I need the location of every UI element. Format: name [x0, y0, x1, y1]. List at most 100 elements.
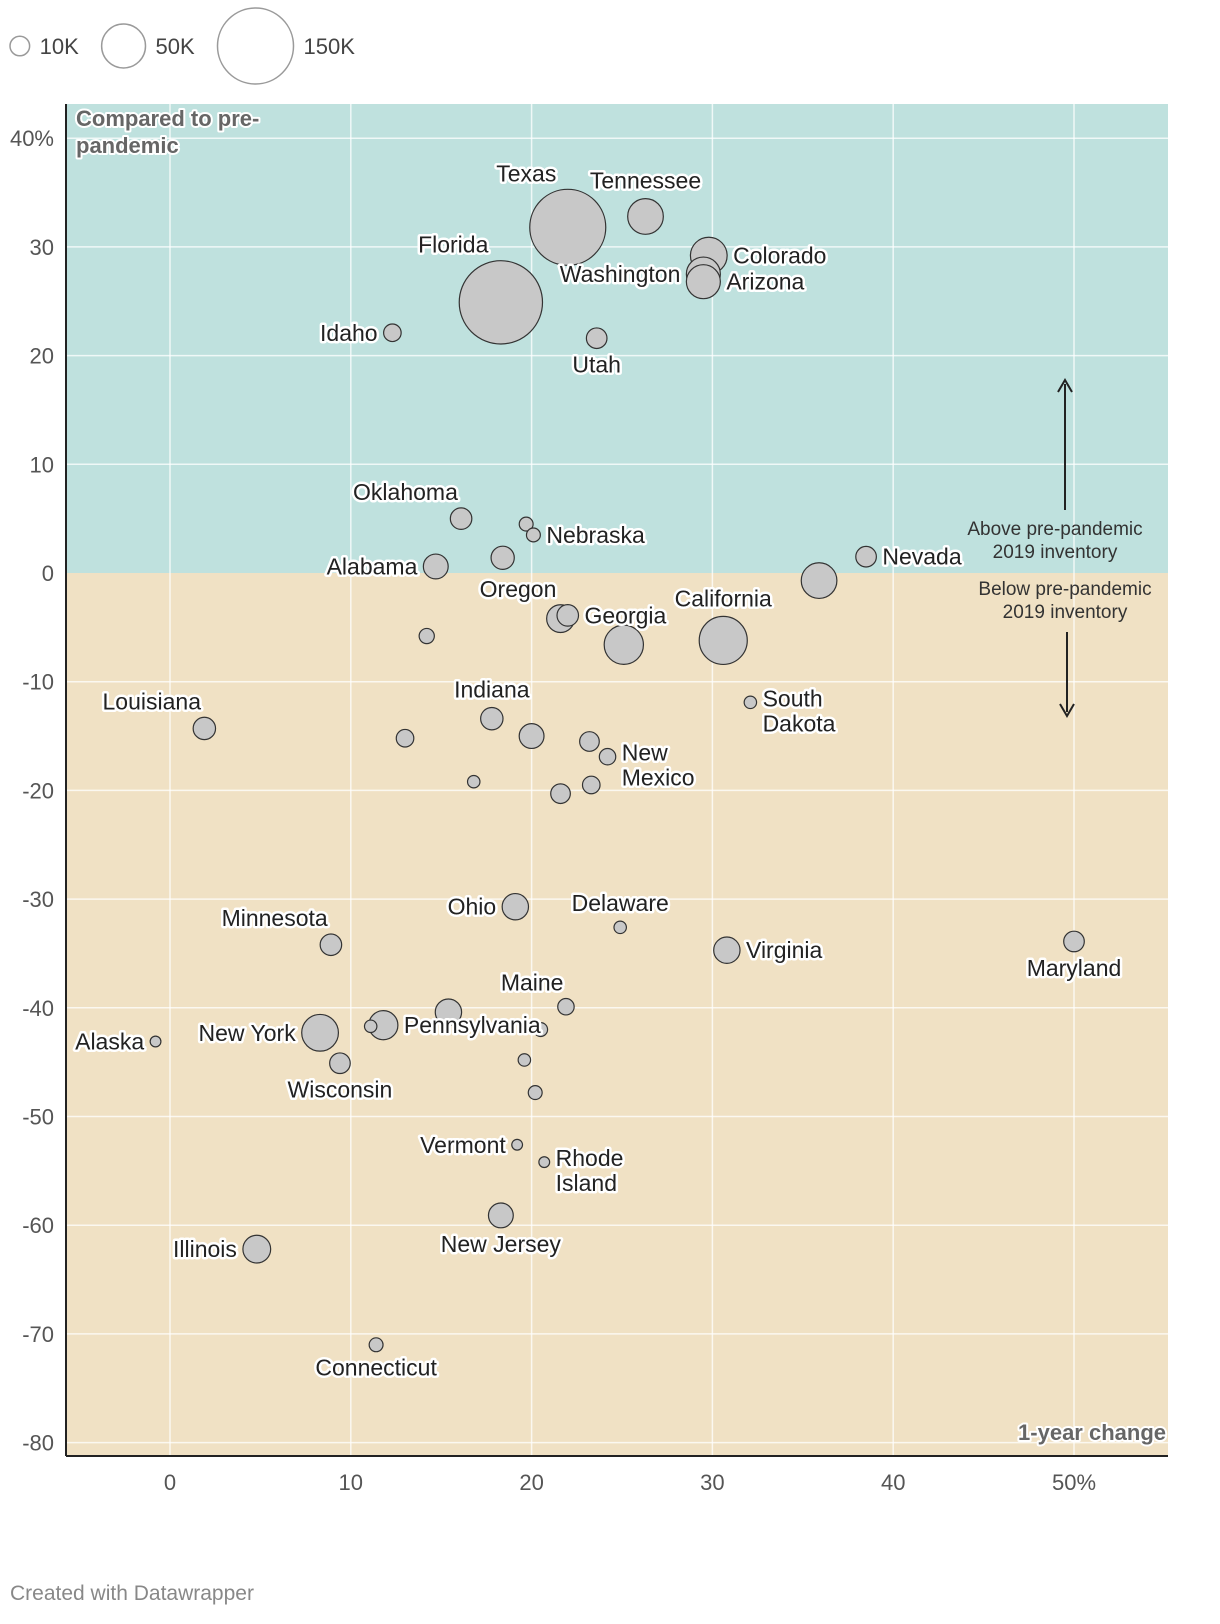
bubble	[685, 264, 721, 300]
y-tick-label: -50	[22, 1105, 54, 1130]
bubble	[557, 997, 575, 1016]
bubble	[550, 783, 571, 805]
bubble-label-line: Rhode	[556, 1145, 624, 1171]
bubble-label: Georgia	[585, 602, 667, 628]
y-tick-label: -70	[22, 1322, 54, 1347]
bubble-label: Texas	[496, 160, 556, 186]
bubble-labels: Texas Tennessee Florida Colorado Washington A…	[73, 158, 1124, 1383]
bubble-label: Alaska	[75, 1028, 144, 1054]
bubble-label: Colorado	[733, 243, 826, 269]
legend-circle	[100, 23, 147, 69]
bubble-label: Maine	[501, 970, 564, 996]
bubble-label: Nebraska	[546, 522, 645, 548]
y-axis-title-line: pandemic	[76, 133, 179, 158]
bubble-label: Utah	[572, 351, 621, 377]
bubble	[598, 747, 617, 766]
bubble-label: South Dakota	[763, 685, 836, 736]
bubble	[383, 323, 402, 343]
bubble	[422, 553, 449, 580]
below-annotation-line: 2019 inventory	[1003, 602, 1128, 623]
bubble-label: Vermont	[420, 1132, 506, 1158]
bubble-label: Virginia	[746, 937, 822, 963]
x-tick-label: 30	[700, 1470, 724, 1495]
bubble	[368, 1337, 384, 1353]
bubble	[511, 1138, 524, 1151]
bubble-label: California	[675, 585, 772, 611]
bubble-label: Indiana	[454, 676, 530, 702]
y-tick-label: 40%	[10, 126, 54, 151]
legend-circle	[9, 35, 31, 57]
y-axis-title: Compared to pre-pandemic	[76, 106, 259, 158]
bubble-label-line: Island	[556, 1170, 617, 1196]
bubble	[713, 936, 741, 964]
axes: 0 10 20 30 40 50% 40% 30 20 10 0 -10 -20 -30 -40 -50 -60…	[10, 104, 1168, 1495]
bubble-label: Nevada	[882, 544, 961, 570]
above-annotation: Above pre-pandemic 2019 inventory	[967, 519, 1142, 563]
bubble-label: Oklahoma	[353, 479, 458, 505]
bubble	[800, 562, 838, 600]
y-tick-label: 0	[42, 561, 54, 586]
below-zone	[66, 573, 1168, 1456]
bubble	[242, 1234, 272, 1264]
zone-backgrounds	[66, 104, 1168, 1456]
bubble-label: Ohio	[448, 894, 497, 920]
bubble	[192, 716, 217, 741]
bubble	[698, 615, 748, 666]
bubble	[1063, 930, 1085, 953]
bubble-label-line: Dakota	[763, 710, 836, 736]
bubble	[518, 516, 534, 532]
bubble-label: Tennessee	[590, 168, 701, 194]
bubble-label-line: Mexico	[622, 765, 695, 791]
below-annotation-line: Below pre-pandemic	[978, 579, 1151, 600]
bubble-label: Wisconsin	[288, 1077, 393, 1103]
bubble-label: Illinois	[173, 1236, 237, 1262]
legend-label: 50K	[156, 34, 195, 59]
bubble	[490, 545, 515, 570]
y-tick-label: 30	[30, 235, 54, 260]
bubble	[301, 1013, 340, 1052]
y-tick-label: -20	[22, 778, 54, 803]
bubble-label: Minnesota	[222, 905, 328, 931]
below-annotation: Below pre-pandemic 2019 inventory	[978, 579, 1151, 623]
above-annotation-line: Above pre-pandemic	[967, 519, 1142, 540]
bubble-label: Louisiana	[103, 688, 202, 714]
y-tick-label: -80	[22, 1431, 54, 1456]
bubble	[449, 507, 473, 530]
y-tick-label: -40	[22, 996, 54, 1021]
y-tick-label: -60	[22, 1213, 54, 1238]
bubble	[533, 1022, 549, 1038]
up-arrow-head	[1057, 378, 1073, 393]
bubble-label: Delaware	[572, 890, 669, 916]
bubbles	[149, 188, 1085, 1353]
bubble-label: Idaho	[320, 320, 378, 346]
x-tick-label: 50%	[1052, 1470, 1096, 1495]
x-tick-label: 0	[164, 1470, 176, 1495]
bubble-label-line: South	[763, 685, 823, 711]
bubble-label: Pennsylvania	[404, 1012, 541, 1038]
x-tick-label: 20	[519, 1470, 543, 1495]
y-tick-label: 10	[30, 452, 54, 477]
above-zone	[66, 104, 1168, 573]
bubble	[501, 892, 530, 921]
bubble	[538, 1156, 551, 1169]
bubble	[613, 920, 627, 935]
bubble	[556, 604, 580, 627]
bubble	[579, 731, 600, 752]
size-legend: 10K 50K 150K	[9, 7, 355, 85]
bubble	[855, 545, 877, 568]
bubble	[480, 706, 504, 731]
bubble-label-line: New	[622, 740, 668, 766]
bubble	[395, 728, 415, 748]
bubble-label: Oregon	[480, 576, 557, 602]
bubble-label: Maryland	[1027, 955, 1122, 981]
grid-lines	[66, 104, 1168, 1456]
bubble-label: Rhode Island	[556, 1145, 624, 1196]
bubble	[529, 188, 607, 266]
bubble	[525, 527, 541, 543]
y-tick-label: -30	[22, 887, 54, 912]
bubble	[458, 260, 544, 345]
bubble-label: New Mexico	[622, 740, 695, 791]
credit-text: Created with Datawrapper	[10, 1582, 254, 1605]
bubble	[518, 723, 545, 750]
bubble	[743, 695, 758, 710]
